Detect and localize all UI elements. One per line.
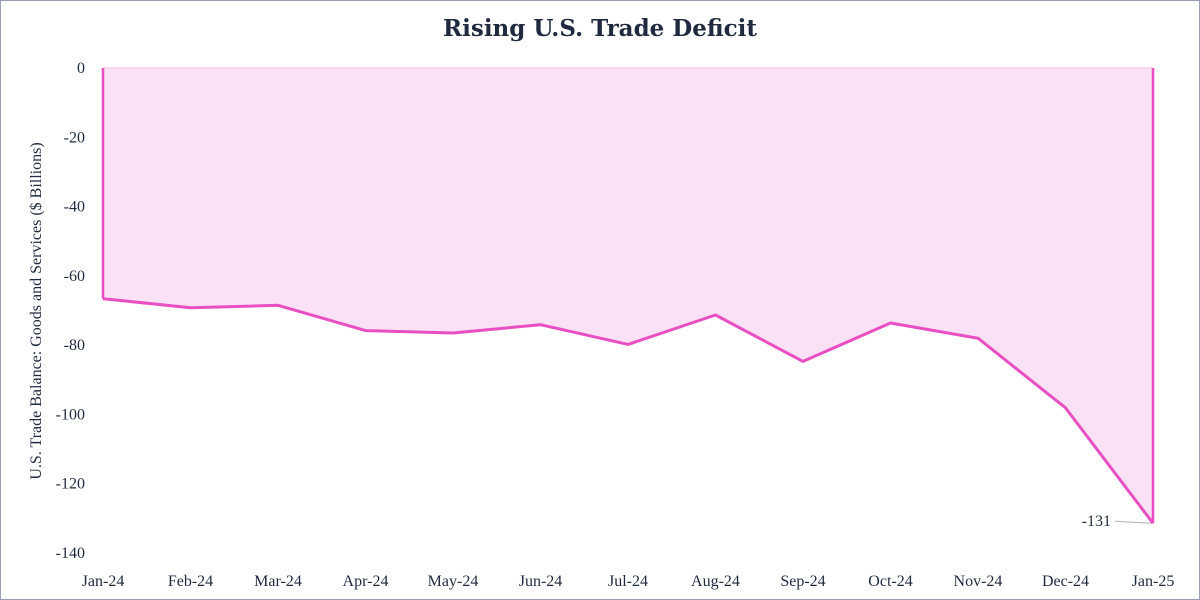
y-tick-label: 0: [77, 60, 85, 77]
chart-title: Rising U.S. Trade Deficit: [443, 15, 757, 42]
x-tick-label: Mar-24: [254, 573, 302, 590]
x-tick-label: Jan-24: [82, 573, 125, 590]
x-axis-ticks: Jan-24 Feb-24 Mar-24 Apr-24 May-24 Jun-24 Jul-…: [82, 573, 1175, 590]
x-tick-label: Jul-24: [608, 573, 648, 590]
x-tick-label: Nov-24: [954, 573, 1003, 590]
area-fill: [103, 68, 1153, 524]
series-marks: [101, 67, 1155, 525]
y-tick-label: -120: [56, 476, 85, 493]
y-tick-label: -20: [64, 129, 85, 146]
y-tick-label: -80: [64, 337, 85, 354]
x-tick-label: Aug-24: [691, 573, 740, 590]
x-tick-label: Feb-24: [168, 573, 213, 590]
data-labels: -131: [1082, 513, 1152, 530]
y-tick-label: -100: [56, 406, 85, 423]
x-tick-label: Jun-24: [519, 573, 563, 590]
y-tick-label: -140: [56, 545, 85, 562]
x-tick-label: Apr-24: [343, 573, 389, 590]
series-line: [102, 297, 1155, 525]
data-label-leader: [1114, 520, 1152, 524]
x-tick-label: Dec-24: [1042, 573, 1089, 590]
x-tick-label: Oct-24: [868, 573, 912, 590]
y-tick-label: -60: [64, 268, 85, 285]
y-axis-ticks: 0 -20 -40 -60 -80 -100 -120 -140: [56, 60, 85, 562]
data-label: -131: [1082, 513, 1111, 530]
y-tick-label: -40: [64, 199, 85, 216]
x-tick-label: Sep-24: [780, 573, 825, 590]
y-axis-title: U.S. Trade Balance: Goods and Services (…: [28, 142, 45, 479]
x-tick-label: May-24: [428, 573, 479, 590]
x-tick-label: Jan-25: [1132, 573, 1175, 590]
